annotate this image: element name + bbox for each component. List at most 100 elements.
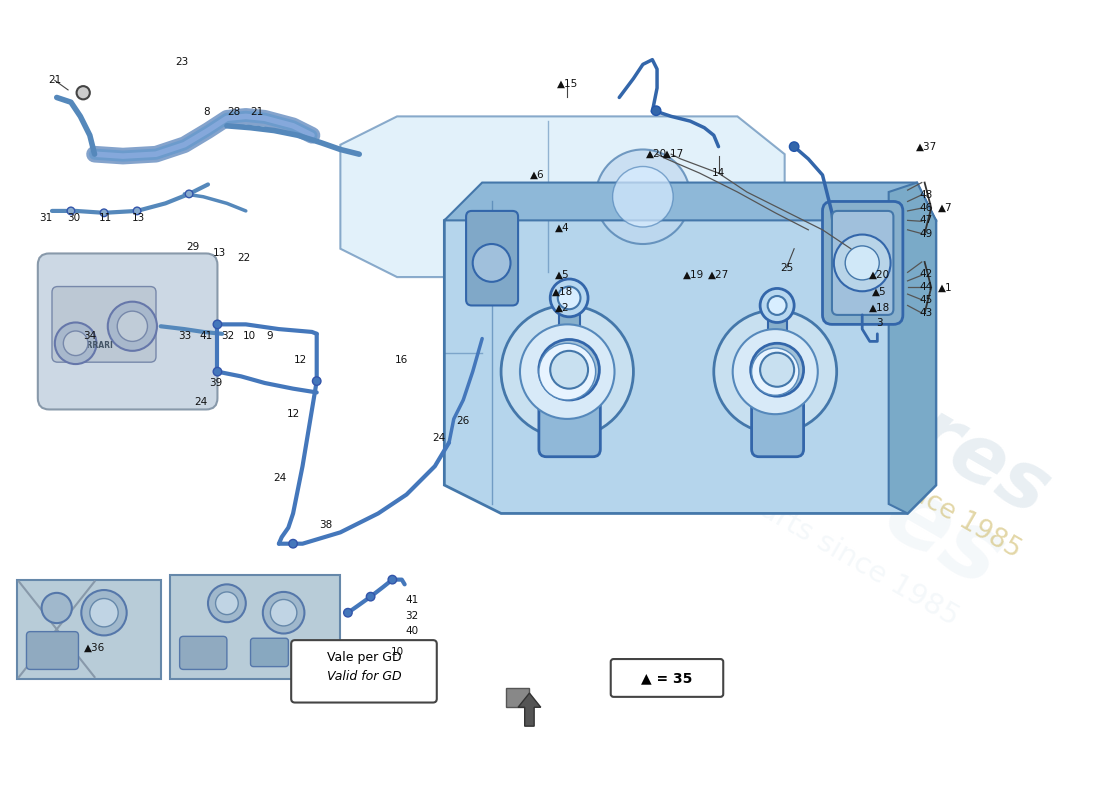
Text: 21: 21 xyxy=(48,75,62,86)
Text: ▲20: ▲20 xyxy=(869,270,890,280)
Text: 47: 47 xyxy=(920,215,933,226)
Text: 40: 40 xyxy=(406,626,419,636)
Text: 8: 8 xyxy=(202,106,209,117)
Circle shape xyxy=(133,207,141,214)
Circle shape xyxy=(558,286,581,310)
Text: ▲19: ▲19 xyxy=(683,270,705,280)
Text: ▲20: ▲20 xyxy=(646,149,667,159)
Text: 32: 32 xyxy=(221,330,234,341)
Text: ▲15: ▲15 xyxy=(557,78,578,88)
Text: ▲6: ▲6 xyxy=(530,170,544,180)
Text: 25: 25 xyxy=(780,262,793,273)
Circle shape xyxy=(271,599,297,626)
Text: Vale per GD: Vale per GD xyxy=(327,650,402,664)
Bar xyxy=(768,310,786,372)
Circle shape xyxy=(751,348,799,395)
Text: FERRARI: FERRARI xyxy=(76,341,113,350)
Circle shape xyxy=(388,575,397,584)
Circle shape xyxy=(760,353,794,386)
Text: ▲17: ▲17 xyxy=(662,149,684,159)
Circle shape xyxy=(100,209,108,217)
Text: 13: 13 xyxy=(131,214,145,223)
Circle shape xyxy=(595,150,690,244)
Text: 3: 3 xyxy=(876,318,882,329)
Circle shape xyxy=(208,584,245,622)
FancyBboxPatch shape xyxy=(466,211,518,306)
Text: 14: 14 xyxy=(712,168,725,178)
Polygon shape xyxy=(506,688,529,707)
Text: 12: 12 xyxy=(286,409,299,419)
Text: eurospares: eurospares xyxy=(455,230,1019,608)
Text: 41: 41 xyxy=(199,330,212,341)
Text: ▲37: ▲37 xyxy=(916,142,937,152)
Circle shape xyxy=(55,322,97,364)
Text: 48: 48 xyxy=(920,190,933,200)
FancyBboxPatch shape xyxy=(251,638,288,666)
Text: 34: 34 xyxy=(84,330,97,341)
FancyBboxPatch shape xyxy=(832,211,893,315)
Circle shape xyxy=(213,367,222,376)
Text: 9: 9 xyxy=(266,330,273,341)
FancyBboxPatch shape xyxy=(179,636,227,670)
Circle shape xyxy=(67,207,75,214)
Text: 45: 45 xyxy=(920,294,933,305)
Text: 22: 22 xyxy=(238,253,251,263)
FancyBboxPatch shape xyxy=(610,659,723,697)
Circle shape xyxy=(733,329,817,414)
Circle shape xyxy=(790,142,799,151)
Circle shape xyxy=(550,279,588,317)
Text: Valid for GD: Valid for GD xyxy=(327,670,402,682)
Text: 29: 29 xyxy=(186,242,199,252)
Polygon shape xyxy=(444,182,936,220)
Text: eurospares: eurospares xyxy=(583,210,1063,533)
Text: a passion for parts since 1985: a passion for parts since 1985 xyxy=(667,341,1025,563)
Circle shape xyxy=(834,234,891,291)
Circle shape xyxy=(473,244,510,282)
Text: 11: 11 xyxy=(99,214,112,223)
Circle shape xyxy=(520,324,615,419)
Circle shape xyxy=(185,190,192,198)
Text: ▲5: ▲5 xyxy=(872,286,887,296)
Text: 24: 24 xyxy=(273,473,286,482)
Text: 44: 44 xyxy=(920,282,933,293)
Text: 46: 46 xyxy=(920,203,933,213)
FancyBboxPatch shape xyxy=(37,254,218,410)
FancyBboxPatch shape xyxy=(52,286,156,362)
Circle shape xyxy=(263,592,305,634)
Text: 21: 21 xyxy=(251,106,264,117)
Polygon shape xyxy=(444,192,936,514)
Text: 30: 30 xyxy=(67,214,80,223)
Circle shape xyxy=(366,592,375,601)
Text: 13: 13 xyxy=(212,247,226,258)
Circle shape xyxy=(613,166,673,227)
FancyBboxPatch shape xyxy=(26,632,78,670)
Circle shape xyxy=(289,539,297,548)
Polygon shape xyxy=(170,575,340,679)
Text: 23: 23 xyxy=(175,57,188,66)
Text: ▲18: ▲18 xyxy=(869,302,890,312)
Text: ▲27: ▲27 xyxy=(708,270,729,280)
Text: ▲2: ▲2 xyxy=(556,302,570,312)
Text: 12: 12 xyxy=(294,355,307,366)
Circle shape xyxy=(108,302,157,351)
Circle shape xyxy=(768,296,786,315)
Circle shape xyxy=(42,593,72,623)
Text: 33: 33 xyxy=(178,330,191,341)
Text: ▲5: ▲5 xyxy=(556,270,570,280)
Text: 24: 24 xyxy=(432,433,446,443)
Bar xyxy=(559,306,580,372)
Text: ▲36: ▲36 xyxy=(84,642,106,653)
Circle shape xyxy=(845,246,879,280)
FancyBboxPatch shape xyxy=(539,372,601,457)
Circle shape xyxy=(213,320,222,329)
Text: 49: 49 xyxy=(920,229,933,238)
Text: 10: 10 xyxy=(243,330,256,341)
Circle shape xyxy=(216,592,239,614)
Text: 10: 10 xyxy=(390,647,404,658)
Text: ▲4: ▲4 xyxy=(556,223,570,233)
Polygon shape xyxy=(889,182,936,514)
Text: 26: 26 xyxy=(456,416,470,426)
Text: 39: 39 xyxy=(209,378,222,388)
Text: ▲1: ▲1 xyxy=(938,282,953,293)
Circle shape xyxy=(539,339,600,400)
